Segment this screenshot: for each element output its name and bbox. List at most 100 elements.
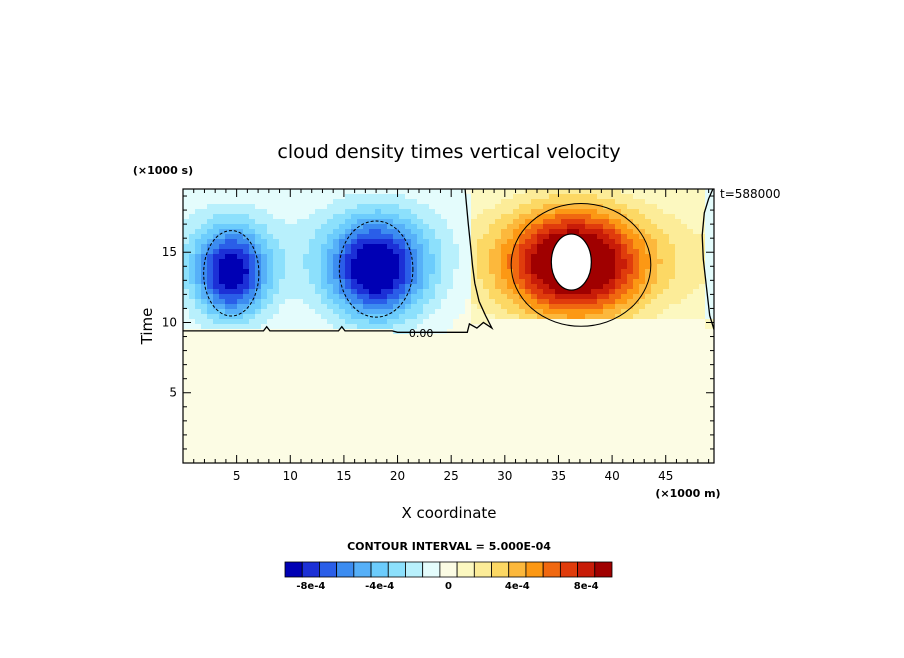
field-cell [189, 244, 195, 249]
field-cell [351, 194, 357, 199]
field-cell [219, 239, 225, 244]
field-cell [603, 249, 609, 254]
field-cell [549, 219, 555, 224]
field-cell [537, 229, 543, 234]
field-cell [537, 259, 543, 264]
field-cell [543, 239, 549, 244]
field-cell [447, 204, 453, 209]
field-cell [261, 234, 267, 239]
field-cell [699, 274, 705, 279]
field-cell [255, 209, 261, 214]
field-cell [189, 269, 195, 274]
field-cell [609, 249, 615, 254]
field-cell [417, 194, 423, 199]
field-cell [477, 234, 483, 239]
field-cell [501, 199, 507, 204]
field-cell [297, 324, 303, 329]
field-cell [471, 214, 477, 219]
field-cell [291, 224, 297, 229]
field-cell [297, 204, 303, 209]
field-cell [573, 299, 579, 304]
field-cell [669, 224, 675, 229]
field-cell [519, 189, 525, 194]
field-cell [693, 299, 699, 304]
field-cell [207, 199, 213, 204]
field-cell [411, 289, 417, 294]
field-cell [531, 219, 537, 224]
field-cell [393, 214, 399, 219]
field-cell [339, 234, 345, 239]
field-cell [195, 304, 201, 309]
field-cell [501, 304, 507, 309]
updraft-core [550, 233, 592, 291]
field-cell [201, 249, 207, 254]
colorbar-swatch [594, 561, 613, 578]
field-cell [315, 289, 321, 294]
field-cell [261, 294, 267, 299]
field-cell [633, 274, 639, 279]
field-cell [669, 299, 675, 304]
field-cell [699, 289, 705, 294]
field-cell [555, 234, 561, 239]
field-cell [453, 304, 459, 309]
field-cell [201, 254, 207, 259]
field-cell [237, 204, 243, 209]
field-cell [237, 264, 243, 269]
field-cell [639, 264, 645, 269]
field-cell [531, 234, 537, 239]
field-cell [369, 234, 375, 239]
field-cell [549, 194, 555, 199]
field-cell [531, 204, 537, 209]
field-cell [333, 254, 339, 259]
field-cell [603, 204, 609, 209]
field-cell [657, 224, 663, 229]
field-cell [495, 219, 501, 224]
field-cell [501, 219, 507, 224]
field-cell [285, 259, 291, 264]
field-cell [657, 194, 663, 199]
field-cell [639, 234, 645, 239]
field-cell [675, 274, 681, 279]
field-cell [555, 224, 561, 229]
field-cell [297, 294, 303, 299]
colorbar-swatch [301, 561, 320, 578]
field-cell [681, 194, 687, 199]
field-cell [411, 279, 417, 284]
field-cell [627, 194, 633, 199]
field-cell [255, 299, 261, 304]
field-cell [555, 294, 561, 299]
field-cell [405, 319, 411, 324]
field-cell [249, 199, 255, 204]
field-cell [681, 244, 687, 249]
field-cell [393, 299, 399, 304]
field-cell [429, 249, 435, 254]
field-cell [411, 194, 417, 199]
field-cell [249, 254, 255, 259]
field-cell [633, 264, 639, 269]
field-cell [423, 269, 429, 274]
field-cell [351, 319, 357, 324]
field-cell [369, 199, 375, 204]
field-cell [399, 269, 405, 274]
field-cell [513, 309, 519, 314]
field-cell [549, 294, 555, 299]
field-cell [339, 319, 345, 324]
field-cell [633, 299, 639, 304]
field-cell [207, 244, 213, 249]
field-cell [243, 294, 249, 299]
field-cell [519, 244, 525, 249]
field-cell [375, 289, 381, 294]
field-cell [243, 249, 249, 254]
field-cell [261, 279, 267, 284]
field-cell [369, 269, 375, 274]
field-cell [549, 289, 555, 294]
colorbar-swatch [370, 561, 389, 578]
field-cell [435, 229, 441, 234]
field-cell [243, 239, 249, 244]
field-cell [663, 294, 669, 299]
field-cell [237, 224, 243, 229]
field-cell [681, 314, 687, 319]
field-cell [435, 299, 441, 304]
field-cell [225, 324, 231, 329]
field-cell [429, 309, 435, 314]
